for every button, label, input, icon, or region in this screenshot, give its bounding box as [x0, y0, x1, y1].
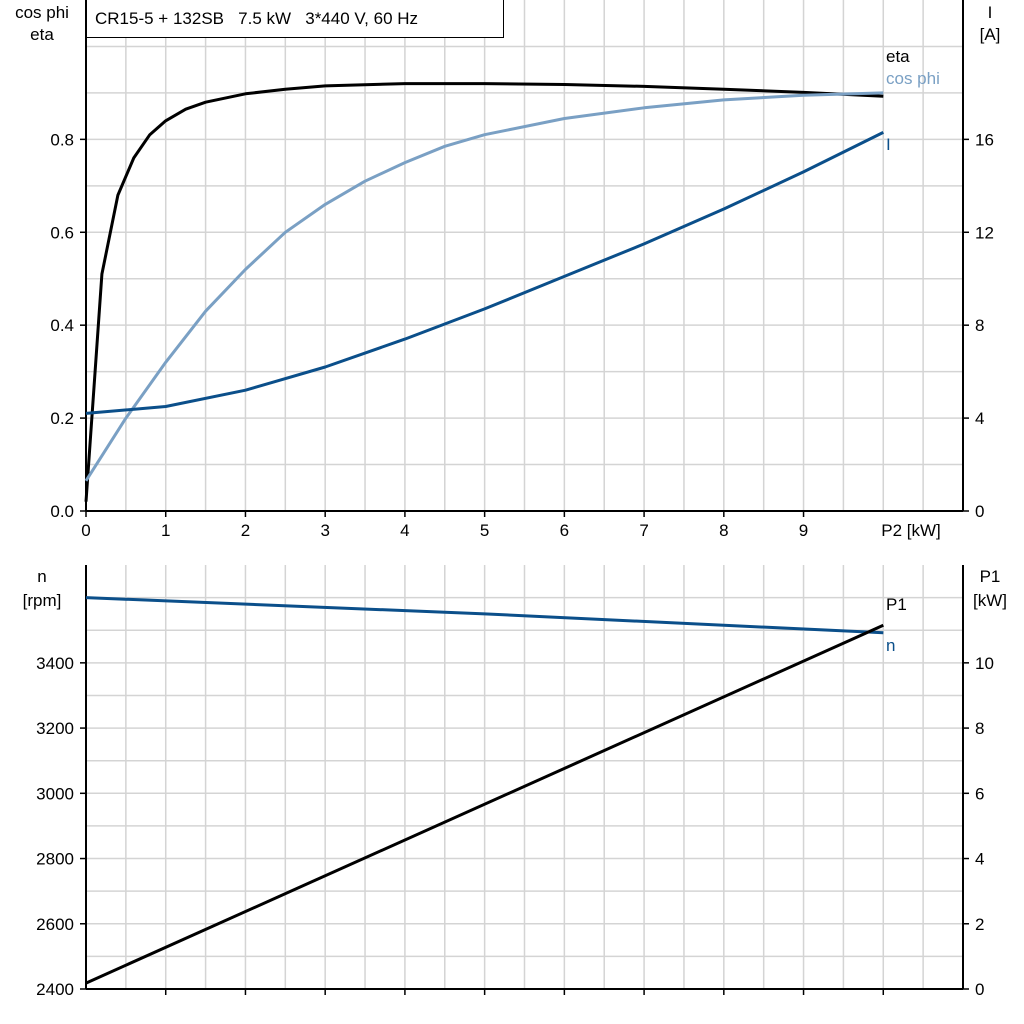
chart-title: CR15-5 + 132SB 7.5 kW 3*440 V, 60 Hz [86, 0, 504, 38]
left-tick-label: 2600 [36, 915, 74, 934]
right-tick-label: 4 [975, 409, 984, 428]
right-tick-label: 12 [975, 223, 994, 242]
right-tick-label: 0 [975, 980, 984, 999]
right-axis-label: [kW] [973, 591, 1007, 610]
series-line-eta [84, 82, 884, 502]
right-axis-label: [A] [980, 25, 1001, 44]
right-tick-label: 0 [975, 502, 984, 521]
series-label-P1: P1 [886, 595, 907, 614]
left-tick-label: 3400 [36, 654, 74, 673]
x-tick-label: 7 [639, 521, 648, 540]
x-tick-label: 5 [480, 521, 489, 540]
x-tick-label: 8 [719, 521, 728, 540]
right-tick-label: 4 [975, 850, 984, 869]
right-tick-label: 8 [975, 316, 984, 335]
right-tick-label: 2 [975, 915, 984, 934]
left-axis-label: n [37, 567, 46, 586]
left-tick-label: 2400 [36, 980, 74, 999]
right-axis-label: I [988, 3, 993, 22]
left-tick-label: 0.0 [50, 502, 74, 521]
x-tick-label: 0 [81, 521, 90, 540]
right-axis-label: P1 [980, 567, 1001, 586]
x-tick-label: 1 [161, 521, 170, 540]
left-tick-label: 2800 [36, 850, 74, 869]
series-line-n [85, 596, 884, 635]
series-label-eta: eta [886, 47, 910, 66]
x-tick-label: 9 [799, 521, 808, 540]
series-line-P1 [85, 623, 884, 985]
x-tick-label: 4 [400, 521, 409, 540]
left-axis-label: [rpm] [23, 591, 62, 610]
x-axis-label: P2 [kW] [881, 521, 941, 540]
right-tick-label: 16 [975, 130, 994, 149]
x-tick-label: 2 [241, 521, 250, 540]
left-axis-label: cos phi [15, 3, 69, 22]
right-tick-label: 8 [975, 719, 984, 738]
left-axis-label: eta [30, 25, 54, 44]
right-tick-label: 10 [975, 654, 994, 673]
right-tick-label: 6 [975, 784, 984, 803]
left-tick-label: 3000 [36, 784, 74, 803]
series-label-I: I [886, 135, 891, 154]
left-tick-label: 3200 [36, 719, 74, 738]
series-label-n: n [886, 636, 895, 655]
left-tick-label: 0.2 [50, 409, 74, 428]
x-tick-label: 6 [560, 521, 569, 540]
left-tick-label: 0.4 [50, 316, 74, 335]
series-line-I [85, 131, 884, 415]
x-tick-label: 3 [320, 521, 329, 540]
series-label-cos-phi: cos phi [886, 69, 940, 88]
series-line-cos-phi [84, 91, 884, 482]
left-tick-label: 0.8 [50, 130, 74, 149]
left-tick-label: 0.6 [50, 223, 74, 242]
